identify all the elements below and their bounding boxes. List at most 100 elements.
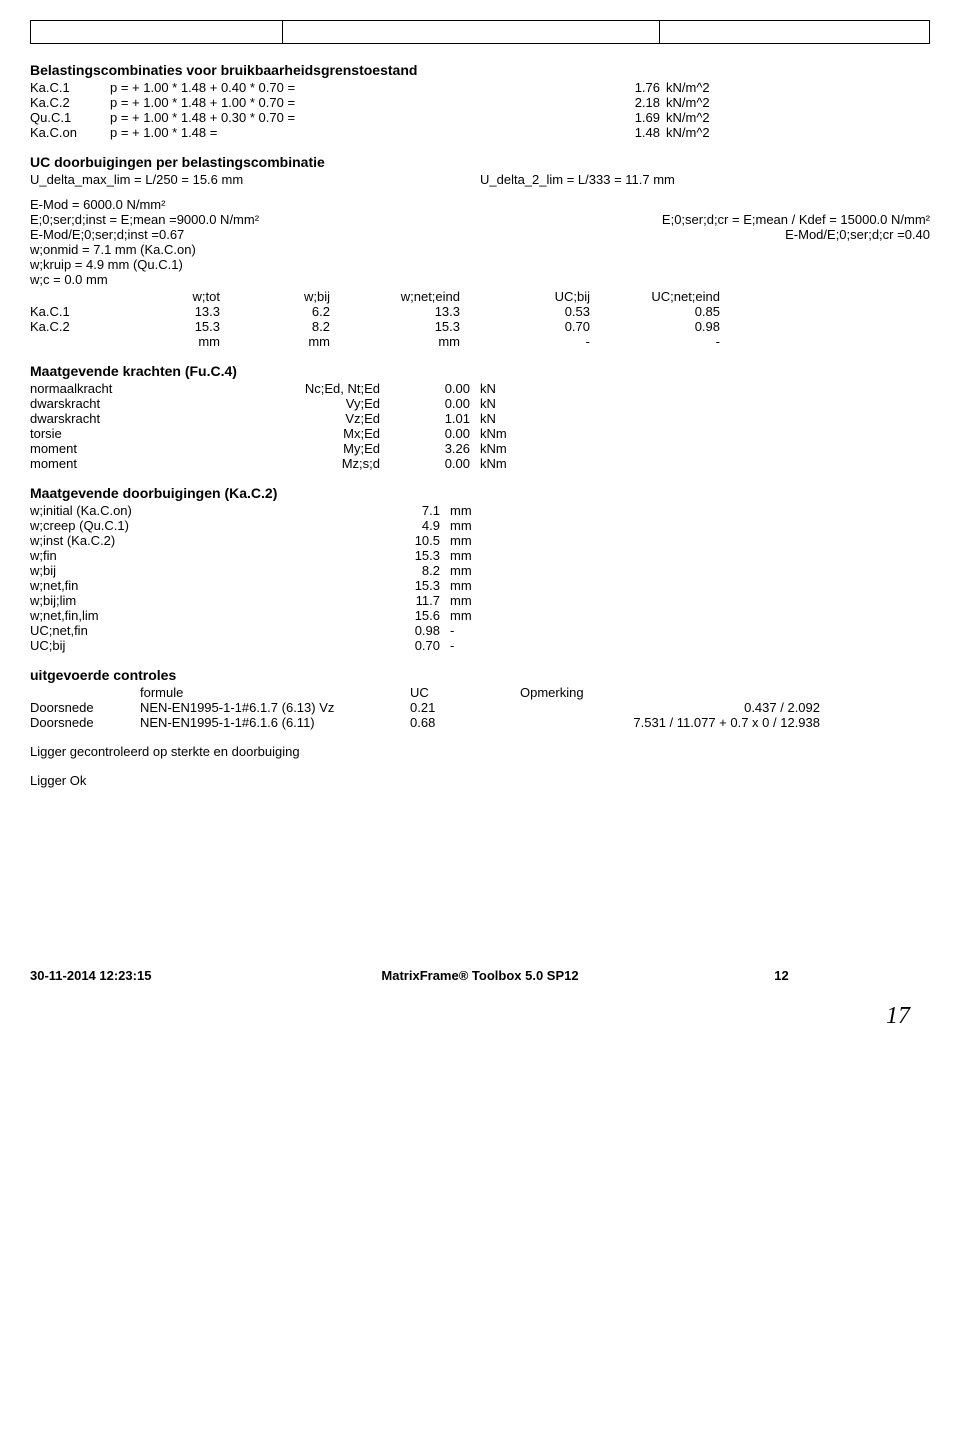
deflection-cell: 11.7 bbox=[380, 593, 450, 608]
forces-cell: kNm bbox=[480, 441, 550, 456]
forces-cell: Nc;Ed, Nt;Ed bbox=[180, 381, 390, 396]
forces-cell: kN bbox=[480, 411, 550, 426]
wtable-cell: mm bbox=[230, 334, 340, 349]
footer-date: 30-11-2014 12:23:15 bbox=[30, 968, 327, 983]
footer: 30-11-2014 12:23:15 MatrixFrame® Toolbox… bbox=[30, 968, 930, 983]
forces-cell: moment bbox=[30, 456, 180, 471]
controls-cell: NEN-EN1995-1-1#6.1.6 (6.11) bbox=[140, 715, 410, 730]
deflection-cell: mm bbox=[450, 533, 520, 548]
controls-cell: NEN-EN1995-1-1#6.1.7 (6.13) Vz bbox=[140, 700, 410, 715]
footer-product: MatrixFrame® Toolbox 5.0 SP12 bbox=[327, 968, 633, 983]
deflection-cell: w;net,fin,lim bbox=[30, 608, 380, 623]
controls-header: UC bbox=[410, 685, 520, 700]
param-line: E-Mod/E;0;ser;d;cr =0.40 bbox=[480, 227, 930, 242]
wtable-cell: 0.70 bbox=[470, 319, 600, 334]
combo-unit: kN/m^2 bbox=[660, 95, 746, 110]
forces-cell: kNm bbox=[480, 426, 550, 441]
wtable-cell: - bbox=[600, 334, 730, 349]
controls-header: Opmerking bbox=[520, 685, 830, 700]
forces-cell: 0.00 bbox=[390, 456, 480, 471]
wtable-cell bbox=[30, 334, 120, 349]
wtable-cell: - bbox=[470, 334, 600, 349]
forces-cell: 0.00 bbox=[390, 396, 480, 411]
combo-row: Qu.C.1p = + 1.00 * 1.48 + 0.30 * 0.70 = 1… bbox=[30, 110, 930, 125]
controls-cell: 0.437 / 2.092 bbox=[520, 700, 830, 715]
param-line bbox=[480, 197, 930, 212]
controls-cell: 0.68 bbox=[410, 715, 520, 730]
wtable-header: w;net;eind bbox=[340, 289, 470, 304]
forces-cell: Mx;Ed bbox=[180, 426, 390, 441]
forces-cell: Vy;Ed bbox=[180, 396, 390, 411]
combo-row: Ka.C.onp = + 1.00 * 1.48 =1.48kN/m^2 bbox=[30, 125, 930, 140]
forces-cell: 1.01 bbox=[390, 411, 480, 426]
note-1: Ligger gecontroleerd op sterkte en doorb… bbox=[30, 744, 930, 759]
param-line: E-Mod = 6000.0 N/mm² bbox=[30, 197, 480, 212]
wtable-cell: 0.53 bbox=[470, 304, 600, 319]
combo-label: Ka.C.1 bbox=[30, 80, 110, 95]
wtable-header: UC;bij bbox=[470, 289, 600, 304]
deflection-cell: 10.5 bbox=[380, 533, 450, 548]
uc-right: U_delta_2_lim = L/333 = 11.7 mm bbox=[480, 172, 930, 187]
forces-cell: moment bbox=[30, 441, 180, 456]
heading-deflections: Maatgevende doorbuigingen (Ka.C.2) bbox=[30, 485, 930, 501]
wtable-cell: 0.98 bbox=[600, 319, 730, 334]
deflection-cell: mm bbox=[450, 563, 520, 578]
forces-cell: My;Ed bbox=[180, 441, 390, 456]
deflection-cell: UC;net,fin bbox=[30, 623, 380, 638]
combo-row: Ka.C.1p = + 1.00 * 1.48 + 0.40 * 0.70 =1… bbox=[30, 80, 930, 95]
combo-val: 1.48 bbox=[600, 125, 660, 140]
param-line: E;0;ser;d;cr = E;mean / Kdef = 15000.0 N… bbox=[480, 212, 930, 227]
heading-uc: UC doorbuigingen per belastingscombinati… bbox=[30, 154, 930, 170]
combo-label: Ka.C.2 bbox=[30, 95, 110, 110]
deflection-cell: w;bij;lim bbox=[30, 593, 380, 608]
wtable-cell: Ka.C.2 bbox=[30, 319, 120, 334]
forces-cell: torsie bbox=[30, 426, 180, 441]
wtable-cell: 15.3 bbox=[120, 319, 230, 334]
deflection-cell: - bbox=[450, 623, 520, 638]
deflection-cell: 15.6 bbox=[380, 608, 450, 623]
combo-val: 1.76 bbox=[600, 80, 660, 95]
deflection-cell: 0.70 bbox=[380, 638, 450, 653]
deflections-table: w;initial (Ka.C.on)7.1mmw;creep (Qu.C.1)… bbox=[30, 503, 520, 653]
deflection-cell: 15.3 bbox=[380, 578, 450, 593]
deflection-cell: w;fin bbox=[30, 548, 380, 563]
combo-eq: p = + 1.00 * 1.48 + 1.00 * 0.70 = bbox=[110, 95, 410, 110]
wtable-cell: 0.85 bbox=[600, 304, 730, 319]
deflection-cell: 0.98 bbox=[380, 623, 450, 638]
heading-forces: Maatgevende krachten (Fu.C.4) bbox=[30, 363, 930, 379]
controls-cell: Doorsnede bbox=[30, 700, 140, 715]
param-line: w;kruip = 4.9 mm (Qu.C.1) bbox=[30, 257, 480, 272]
deflection-cell: mm bbox=[450, 503, 520, 518]
uc-left: U_delta_max_lim = L/250 = 15.6 mm bbox=[30, 172, 480, 187]
note-2: Ligger Ok bbox=[30, 773, 930, 788]
forces-cell: 0.00 bbox=[390, 381, 480, 396]
controls-cell: 7.531 / 11.077 + 0.7 x 0 / 12.938 bbox=[520, 715, 830, 730]
combo-unit: kN/m^2 bbox=[660, 80, 746, 95]
forces-cell: 3.26 bbox=[390, 441, 480, 456]
combo-unit: kN/m^2 bbox=[660, 110, 746, 125]
controls-header bbox=[30, 685, 140, 700]
combo-eq: p = + 1.00 * 1.48 + 0.30 * 0.70 = bbox=[110, 110, 410, 125]
forces-cell: dwarskracht bbox=[30, 396, 180, 411]
wtable-cell: 13.3 bbox=[120, 304, 230, 319]
controls-header: formule bbox=[140, 685, 410, 700]
wtable-cell: 6.2 bbox=[230, 304, 340, 319]
wtable-header: w;tot bbox=[120, 289, 230, 304]
forces-cell: 0.00 bbox=[390, 426, 480, 441]
deflection-cell: 8.2 bbox=[380, 563, 450, 578]
heading-combos: Belastingscombinaties voor bruikbaarheid… bbox=[30, 62, 930, 78]
deflection-cell: UC;bij bbox=[30, 638, 380, 653]
combo-eq: p = + 1.00 * 1.48 = bbox=[110, 125, 410, 140]
param-line: w;c = 0.0 mm bbox=[30, 272, 480, 287]
deflection-cell: w;inst (Ka.C.2) bbox=[30, 533, 380, 548]
deflection-cell: w;initial (Ka.C.on) bbox=[30, 503, 380, 518]
combo-val: 1.69 bbox=[600, 110, 660, 125]
deflection-cell: 4.9 bbox=[380, 518, 450, 533]
combo-label: Qu.C.1 bbox=[30, 110, 110, 125]
handwritten-page: 17 bbox=[30, 1003, 930, 1030]
deflection-cell: w;creep (Qu.C.1) bbox=[30, 518, 380, 533]
deflection-cell: mm bbox=[450, 593, 520, 608]
controls-table: formuleUCOpmerking DoorsnedeNEN-EN1995-1-… bbox=[30, 685, 830, 730]
combo-label: Ka.C.on bbox=[30, 125, 110, 140]
deflection-cell: mm bbox=[450, 518, 520, 533]
